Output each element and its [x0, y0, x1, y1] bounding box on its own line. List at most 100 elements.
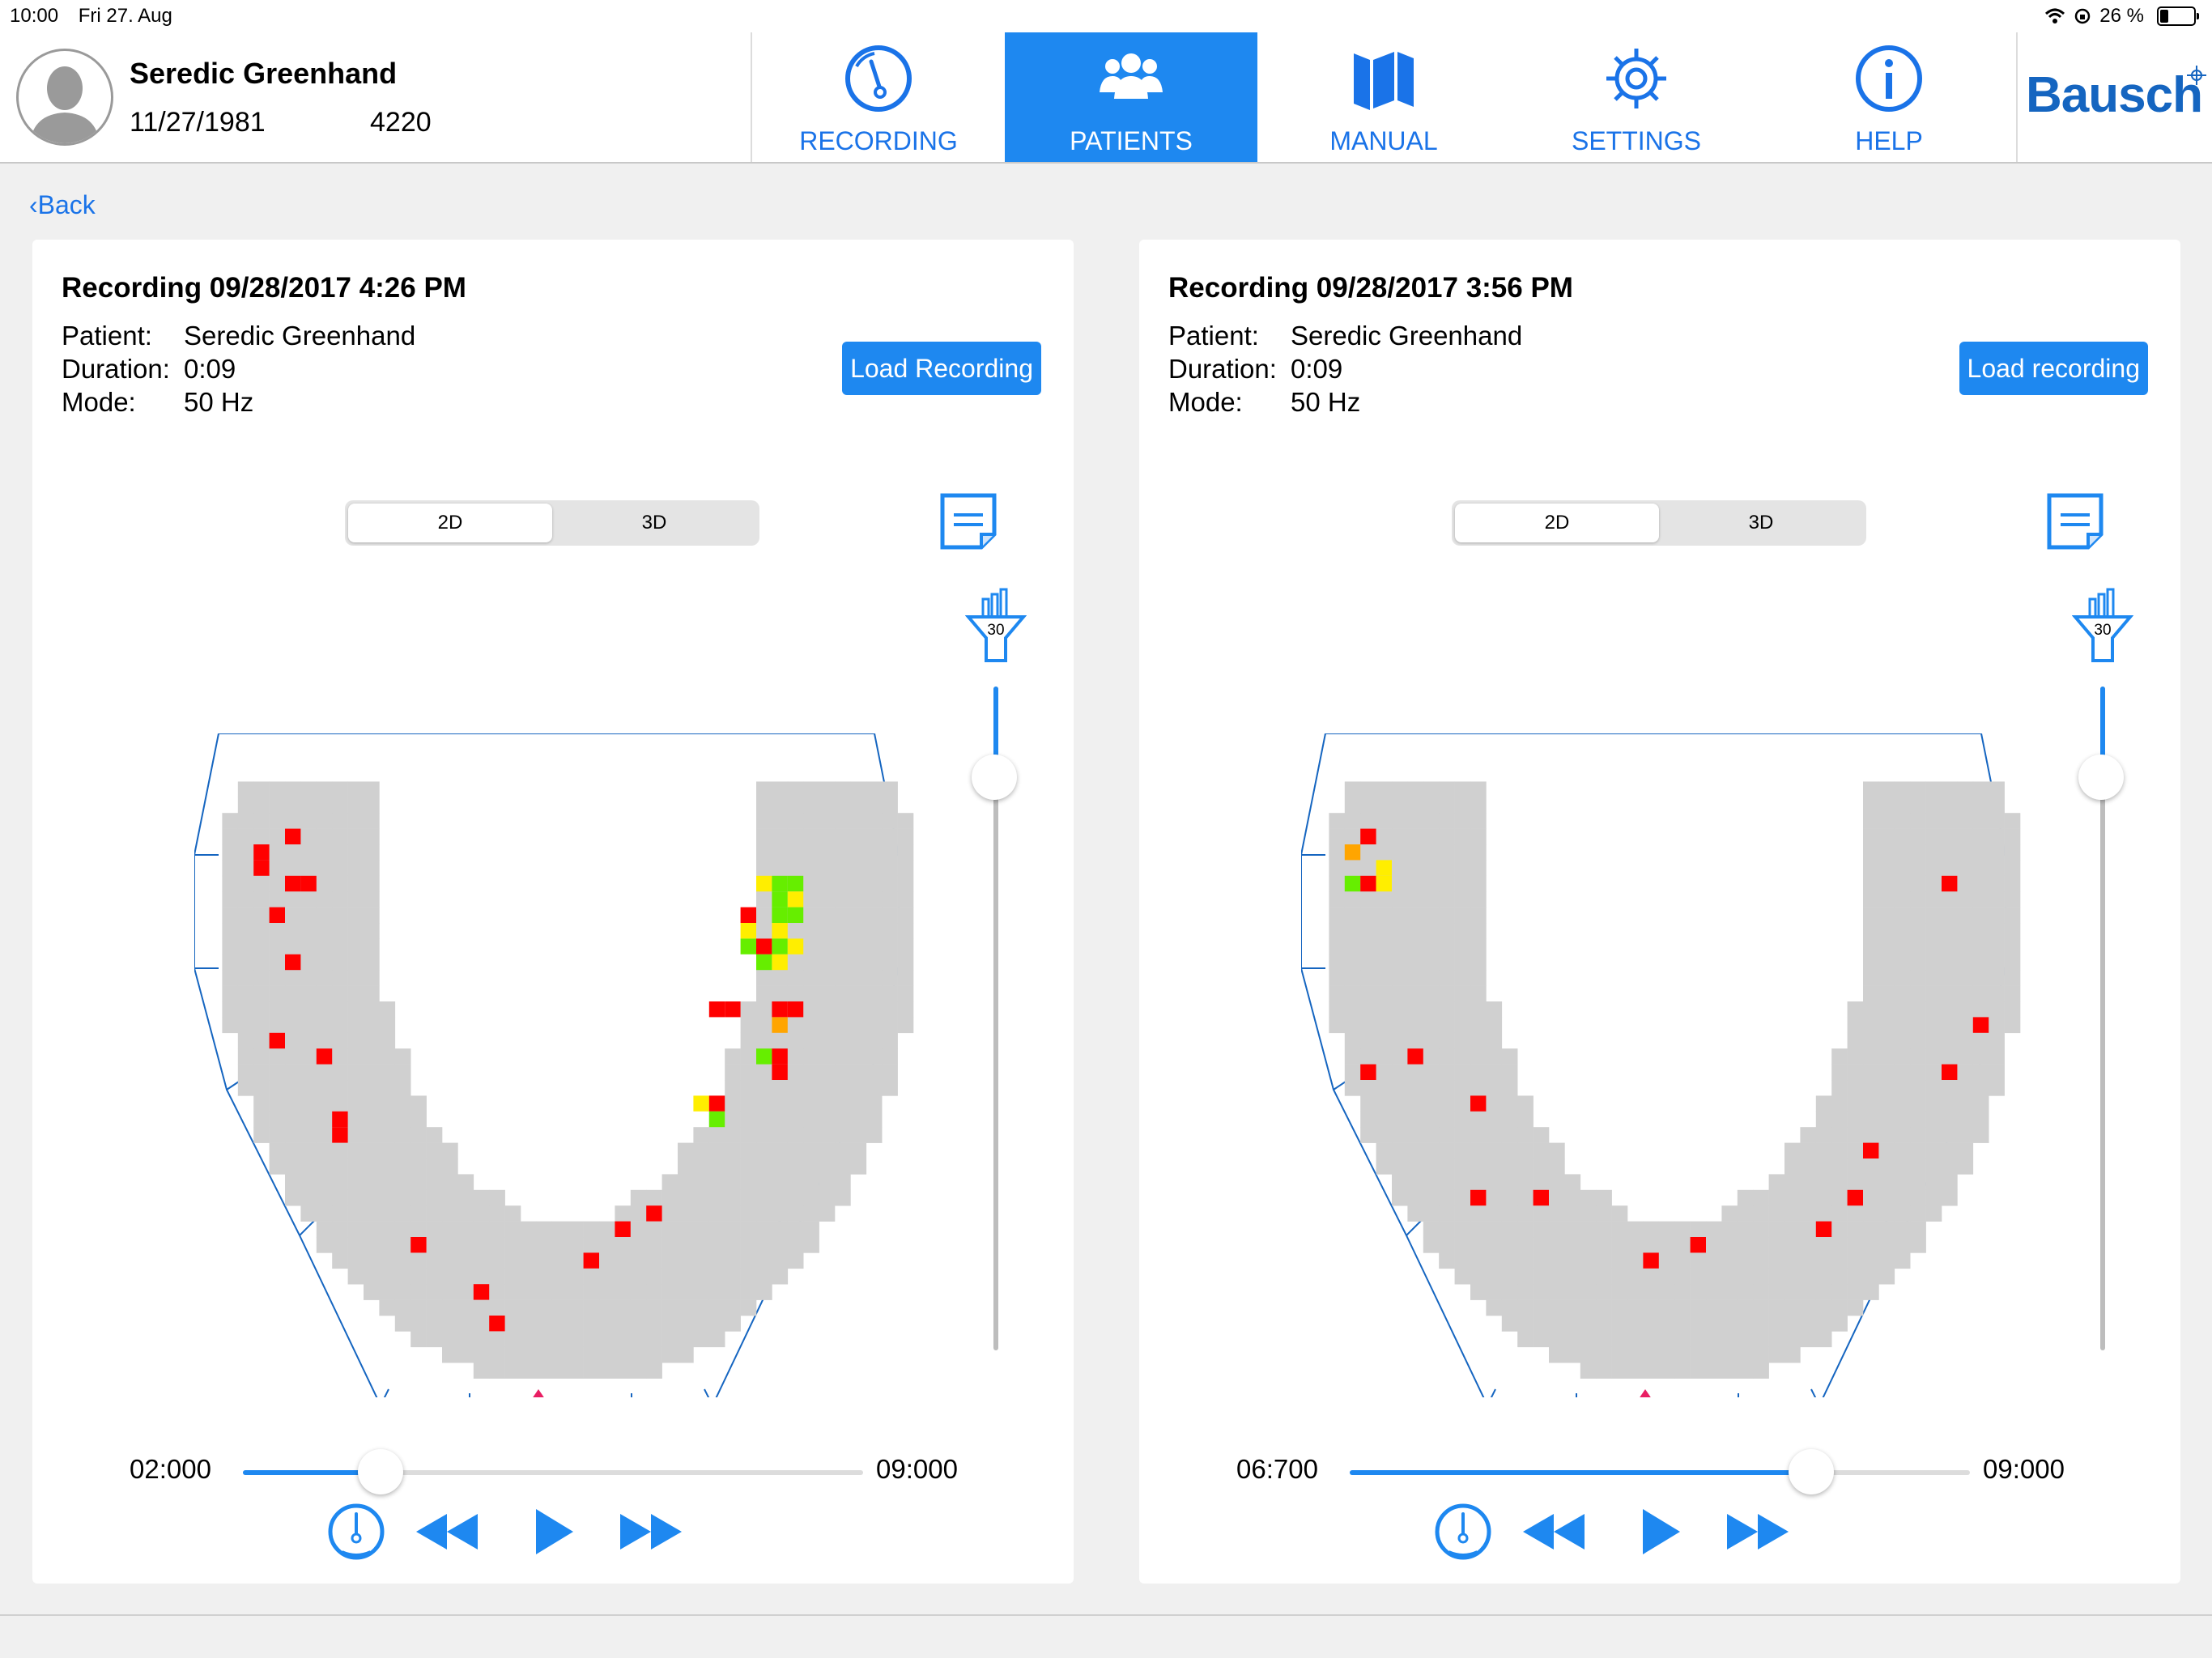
- arch-cell: [1674, 1346, 1691, 1363]
- arch-cell: [1360, 844, 1376, 861]
- arch-cell: [725, 1142, 741, 1159]
- mode-key: Mode:: [62, 387, 136, 417]
- arch-cell: [1737, 1221, 1754, 1238]
- note-icon[interactable]: [2046, 492, 2104, 551]
- nav-recording[interactable]: RECORDING: [752, 32, 1005, 162]
- timeline-thumb[interactable]: [1788, 1449, 1834, 1494]
- filter-slider-track[interactable]: [2100, 687, 2105, 1350]
- rewind-icon[interactable]: [411, 1499, 484, 1564]
- nav-patients[interactable]: PATIENTS: [1005, 32, 1257, 162]
- arch-cell: [615, 1316, 632, 1332]
- arch-cell: [1470, 781, 1487, 798]
- arch-cell: [1989, 923, 2005, 939]
- arch-cell: [442, 1331, 458, 1348]
- arch-cell: [1658, 1268, 1675, 1285]
- view-3d-option[interactable]: 3D: [1748, 512, 1774, 534]
- fast-forward-icon[interactable]: [614, 1499, 687, 1564]
- nav-manual[interactable]: MANUAL: [1257, 32, 1510, 162]
- arch-cell: [1376, 970, 1393, 986]
- arch-cell: [300, 860, 317, 877]
- back-button[interactable]: ‹Back: [29, 190, 96, 220]
- arch-cell: [1753, 1237, 1769, 1253]
- avatar[interactable]: [16, 49, 113, 146]
- arch-cell: [646, 1189, 662, 1206]
- timeline-thumb[interactable]: [358, 1449, 404, 1494]
- arch-cell: [300, 970, 317, 986]
- arch-cell: [787, 1017, 804, 1034]
- arch-cell: [1910, 875, 1926, 892]
- arch-cell: [1942, 1127, 1958, 1143]
- arch-cell: [835, 1142, 851, 1159]
- view-3d-option[interactable]: 3D: [641, 512, 667, 534]
- arch-cell: [1376, 938, 1393, 955]
- arch-cell: [661, 1174, 678, 1191]
- arch-cell: [489, 1346, 505, 1363]
- arch-cell: [772, 1252, 789, 1269]
- arch-cell: [332, 797, 348, 814]
- arch-cell: [1454, 954, 1471, 971]
- arch-tick: [1490, 1388, 1496, 1397]
- arch-cell: [1957, 1158, 1974, 1175]
- arch-cell: [521, 1363, 537, 1379]
- arch-cell: [1800, 1142, 1817, 1159]
- note-icon[interactable]: [939, 492, 998, 551]
- filter-icon[interactable]: 30: [965, 588, 1027, 669]
- filter-icon[interactable]: 30: [2072, 588, 2133, 669]
- load-recording-button[interactable]: Load Recording: [842, 342, 1041, 395]
- arch-cell: [1784, 1205, 1801, 1222]
- contact-point: [1344, 844, 1361, 861]
- load-recording-button[interactable]: Load recording: [1959, 342, 2148, 395]
- arch-cell: [1910, 985, 1926, 1002]
- arch-cell: [1878, 954, 1895, 971]
- arch-cell: [1517, 1205, 1534, 1222]
- arch-cell: [316, 1080, 333, 1096]
- arch-cell: [630, 1284, 647, 1300]
- nav-help[interactable]: HELP: [1763, 32, 2015, 162]
- filter-slider-thumb[interactable]: [972, 755, 1017, 800]
- arch-cell: [1627, 1221, 1644, 1238]
- arch-cell: [646, 1316, 662, 1332]
- arch-cell: [1627, 1299, 1644, 1316]
- arch-cell: [1910, 844, 1926, 861]
- arch-cell: [803, 1032, 819, 1049]
- arch-cell: [347, 1064, 364, 1081]
- arch-cell: [1517, 1252, 1534, 1269]
- arch-cell: [394, 1252, 411, 1269]
- arch-cell: [1439, 797, 1455, 814]
- arch-cell: [1329, 828, 1346, 845]
- arch-cell: [1407, 891, 1424, 908]
- arch-cell: [269, 1080, 286, 1096]
- arch-cell: [1454, 844, 1471, 861]
- arch-cell: [253, 923, 270, 939]
- arch-cell: [1925, 1142, 1942, 1159]
- gauge-button-icon[interactable]: [1431, 1499, 1495, 1564]
- fast-forward-icon[interactable]: [1721, 1499, 1793, 1564]
- timeline-slider[interactable]: [1350, 1470, 1970, 1475]
- arch-cell: [583, 1331, 600, 1348]
- arch-cell: [882, 938, 898, 955]
- play-icon[interactable]: [1631, 1499, 1688, 1564]
- filter-slider-thumb[interactable]: [2078, 755, 2124, 800]
- arch-cell: [1611, 1316, 1628, 1332]
- gauge-button-icon[interactable]: [324, 1499, 389, 1564]
- arch-cell: [1942, 954, 1958, 971]
- arch-cell: [1674, 1284, 1691, 1300]
- arch-cell: [1942, 828, 1958, 845]
- timeline-slider[interactable]: [243, 1470, 863, 1475]
- rewind-icon[interactable]: [1518, 1499, 1591, 1564]
- arch-cell: [1329, 1017, 1346, 1034]
- view-2d-option[interactable]: 2D: [1455, 504, 1659, 542]
- arch-cell: [1894, 1237, 1911, 1253]
- filter-slider-track[interactable]: [993, 687, 998, 1350]
- nav-settings[interactable]: SETTINGS: [1510, 32, 1763, 162]
- arch-cell: [740, 1017, 757, 1034]
- arch-cell: [222, 813, 239, 829]
- arch-cell: [772, 1127, 789, 1143]
- arch-cell: [1454, 891, 1471, 908]
- view-2d-option[interactable]: 2D: [348, 504, 552, 542]
- contact-point: [1360, 875, 1376, 892]
- play-icon[interactable]: [525, 1499, 581, 1564]
- arch-cell: [1800, 1331, 1817, 1348]
- arch-cell: [521, 1237, 537, 1253]
- arch-cell: [1533, 1221, 1550, 1238]
